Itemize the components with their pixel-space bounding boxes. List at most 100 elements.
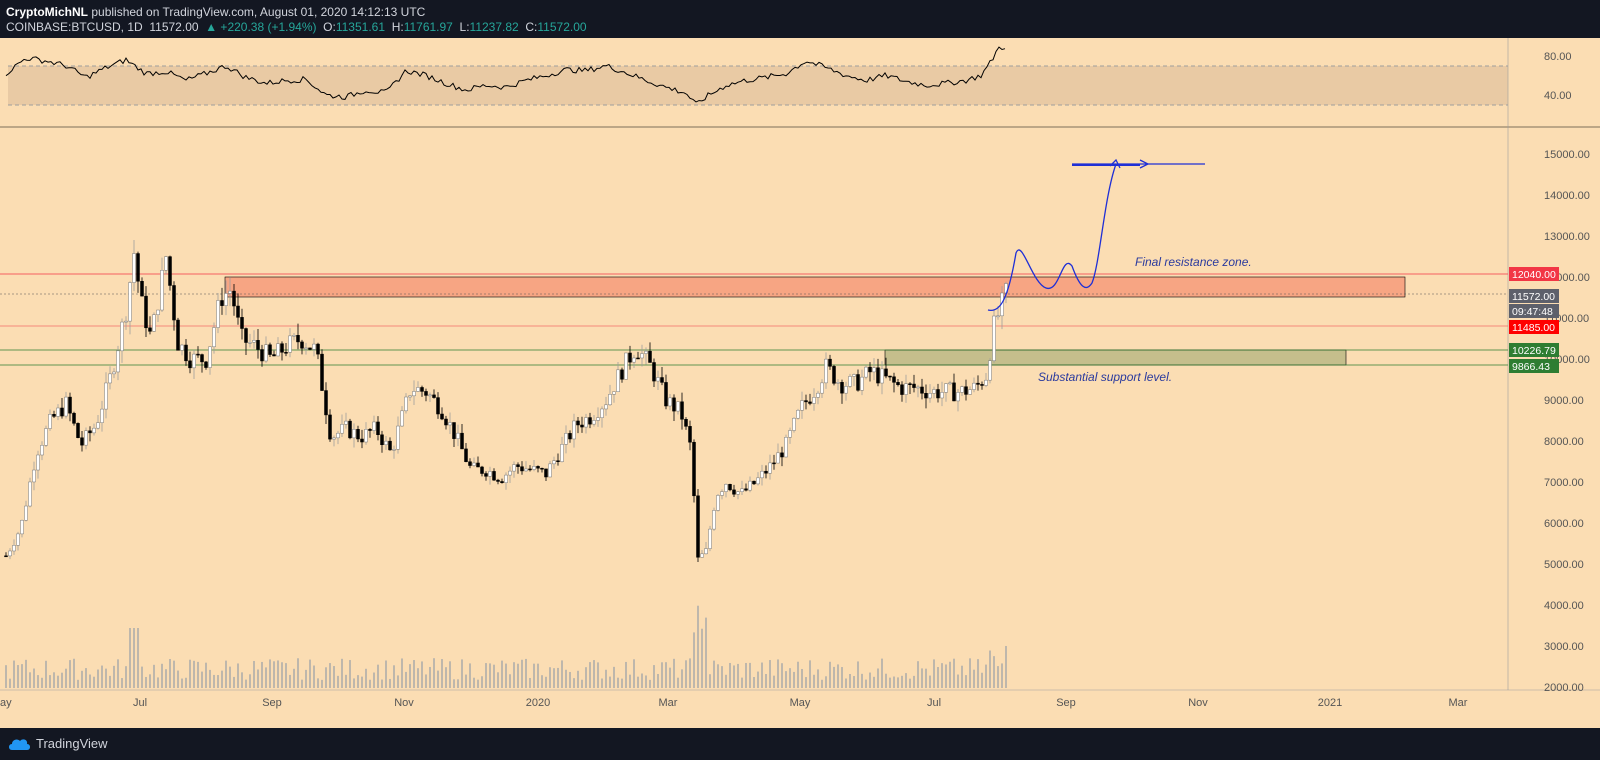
high-value: 11761.97 (403, 20, 453, 34)
author-name[interactable]: CryptoMichNL (6, 5, 88, 19)
volume-bar (113, 665, 115, 688)
projection-path[interactable] (987, 163, 1117, 312)
volume-bar (101, 665, 103, 688)
volume-bar (153, 664, 155, 688)
time-axis-label: Mar (659, 697, 678, 709)
time-axis-label: Jul (927, 697, 941, 709)
open-label: O: (323, 20, 336, 34)
volume-bar (545, 676, 547, 688)
candle-body (752, 480, 756, 485)
volume-bar (125, 666, 127, 688)
chart-area[interactable]: 80.00 40.00 Final resistance zone. Subst… (0, 38, 1600, 728)
volume-bar (821, 679, 823, 688)
candle-body (996, 315, 1000, 318)
candle-body (76, 423, 80, 438)
volume-bar (745, 662, 747, 688)
resistance-zone[interactable] (224, 276, 1406, 298)
candle-body (748, 480, 752, 491)
price-axis[interactable]: 15000.0014000.0013000.0012000.0011000.00… (1544, 149, 1590, 694)
candle-body (36, 454, 40, 471)
volume-bar (789, 668, 791, 688)
time-axis[interactable]: ay Jul Sep Nov 2020 Mar May Jul Sep Nov 2021 Mar (0, 697, 1468, 709)
volume-bar (473, 677, 475, 688)
candle-body (796, 410, 800, 419)
footer: TradingView (0, 728, 1600, 760)
volume-bar (941, 663, 943, 688)
candle-body (944, 383, 948, 393)
candle-body (772, 462, 776, 465)
volume-bar (277, 660, 279, 688)
candle-body (560, 444, 564, 462)
candle-body (684, 419, 688, 427)
candle-body (504, 474, 508, 483)
last-price: 11572.00 (149, 20, 199, 34)
candle-body (444, 418, 448, 426)
candle-body (488, 471, 492, 477)
ohlc-line: COINBASE:BTCUSD, 1D 11572.00 ▲ +220.38 (… (6, 20, 587, 34)
candle-body (500, 481, 504, 483)
volume-bar (749, 662, 751, 688)
volume-bar (513, 662, 515, 688)
volume-bar (305, 669, 307, 688)
volume-bar (77, 679, 79, 688)
volume-bar (137, 628, 139, 688)
close-value: 11572.00 (537, 20, 587, 34)
volume-bar (469, 663, 471, 688)
volume-bar (565, 669, 567, 688)
low-value: 11237.82 (469, 20, 519, 34)
candle-body (580, 424, 584, 428)
candle-body (468, 461, 472, 466)
candle-body (92, 427, 96, 434)
candle-body (44, 428, 48, 446)
tradingview-logo[interactable]: TradingView (8, 736, 108, 751)
candle-body (284, 352, 288, 354)
candle-body (168, 256, 172, 286)
volume-bar (105, 668, 107, 688)
volume-bar (801, 668, 803, 688)
candle-body (608, 394, 612, 406)
volume-bar (241, 672, 243, 688)
volume-bar (405, 671, 407, 688)
candle-body (460, 432, 464, 450)
volume-bar (197, 661, 199, 688)
volume-bar (401, 658, 403, 688)
candle-body (896, 382, 900, 385)
volume-bar (177, 670, 179, 688)
volume-bar (441, 659, 443, 688)
volume-bar (901, 675, 903, 688)
volume-bar (573, 678, 575, 688)
volume-bar (425, 674, 427, 688)
rsi-pane: 80.00 40.00 (0, 46, 1600, 128)
volume-bar (109, 675, 111, 688)
volume-bar (557, 667, 559, 688)
candle-body (692, 441, 696, 497)
price-chart[interactable]: 80.00 40.00 Final resistance zone. Subst… (0, 38, 1600, 728)
candle-body (972, 382, 976, 390)
candle-body (236, 305, 240, 318)
symbol-label[interactable]: COINBASE:BTCUSD, 1D (6, 20, 143, 34)
volume-bar (769, 660, 771, 688)
candle-body (620, 369, 624, 380)
support-zone[interactable] (884, 349, 1347, 366)
volume-bar (169, 659, 171, 688)
volume-bar (965, 675, 967, 688)
volume-bar (697, 605, 699, 688)
candle-body (836, 382, 840, 384)
candle-body (632, 357, 636, 363)
candle-body (956, 392, 960, 402)
volume-bar (365, 668, 367, 688)
candle-body (264, 344, 268, 362)
volume-bar (81, 670, 83, 688)
volume-bar (601, 678, 603, 688)
volume-bar (25, 659, 27, 688)
candle-body (356, 429, 360, 440)
candle-body (652, 362, 656, 382)
candle-body (348, 420, 352, 439)
volume-bar (709, 674, 711, 688)
volume-bar (421, 661, 423, 688)
candle-body (40, 445, 44, 456)
volume-bar (533, 663, 535, 688)
candle-body (312, 343, 316, 350)
candle-body (604, 404, 608, 410)
candle-body (388, 440, 392, 451)
